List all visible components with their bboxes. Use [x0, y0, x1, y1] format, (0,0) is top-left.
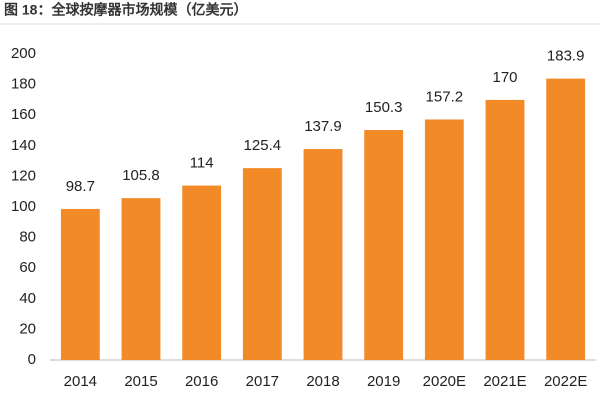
x-tick-label: 2014 [64, 373, 97, 390]
x-tick-label: 2019 [367, 373, 400, 390]
data-label: 125.4 [244, 137, 282, 154]
x-tick-label: 2016 [185, 373, 218, 390]
x-tick-label: 2020E [423, 373, 466, 390]
bar [303, 149, 343, 360]
y-tick-label: 80 [19, 229, 36, 246]
x-tick-label: 2017 [246, 373, 279, 390]
y-tick-label: 20 [19, 320, 36, 337]
bar [485, 99, 525, 361]
data-label: 105.8 [122, 167, 160, 184]
y-tick-label: 160 [11, 106, 36, 123]
x-tick-label: 2021E [483, 373, 526, 390]
data-label: 157.2 [426, 88, 464, 105]
bar [242, 168, 282, 360]
bar [60, 208, 100, 360]
data-label: 137.9 [304, 118, 342, 135]
data-label: 170 [492, 69, 517, 86]
bar [424, 119, 464, 360]
bar [364, 130, 404, 360]
bar [546, 78, 586, 361]
x-tick-label: 2015 [124, 373, 157, 390]
data-label: 183.9 [547, 48, 585, 65]
y-tick-label: 0 [28, 351, 36, 368]
bar [121, 198, 161, 360]
bar [182, 185, 222, 360]
x-tick-label: 2022E [544, 373, 587, 390]
x-tick-label: 2018 [306, 373, 339, 390]
data-label: 150.3 [365, 99, 403, 116]
y-tick-label: 120 [11, 167, 36, 184]
y-tick-label: 60 [19, 259, 36, 276]
y-tick-label: 100 [11, 198, 36, 215]
y-tick-label: 40 [19, 290, 36, 307]
chart-title: 图 18：全球按摩器市场规模（亿美元） [4, 2, 247, 18]
data-label: 98.7 [66, 178, 95, 195]
y-tick-label: 180 [11, 76, 36, 93]
data-label: 114 [190, 155, 214, 172]
y-tick-label: 140 [11, 137, 36, 154]
y-tick-label: 200 [11, 45, 36, 62]
